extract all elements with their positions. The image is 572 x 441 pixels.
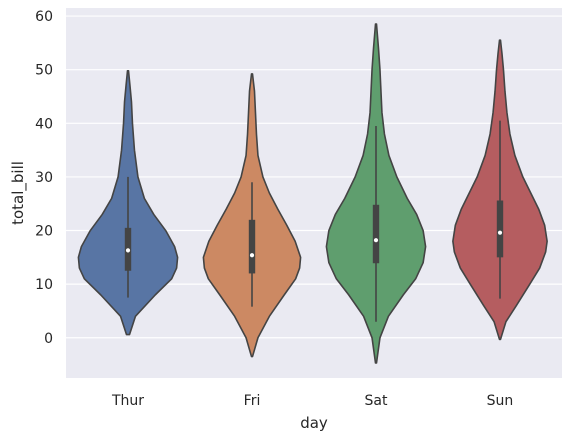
y-axis-title: total_bill — [9, 161, 28, 225]
violin-median-point — [497, 230, 503, 235]
violin-median-point — [249, 253, 255, 258]
x-axis-title: day — [300, 414, 328, 432]
violin-median-point — [373, 238, 379, 243]
x-tick-label: Sat — [365, 393, 388, 409]
y-tick-label: 60 — [35, 9, 53, 25]
x-tick-label: Thur — [111, 393, 144, 409]
violin-sat — [325, 23, 427, 364]
y-tick-label: 30 — [35, 170, 53, 186]
y-tick-labels: 0 10 20 30 40 50 60 — [35, 9, 53, 347]
violin-median-point — [125, 248, 131, 253]
violin-thur — [77, 69, 179, 336]
violin-sun — [452, 39, 548, 341]
violin-fri — [202, 73, 302, 358]
y-tick-label: 40 — [35, 116, 53, 132]
x-tick-label: Fri — [244, 393, 261, 409]
x-tick-labels: Thur Fri Sat Sun — [111, 393, 513, 409]
violin-iqr-box — [248, 219, 256, 274]
x-tick-label: Sun — [487, 393, 514, 409]
violins — [77, 23, 548, 364]
violin-iqr-box — [496, 200, 504, 258]
y-tick-label: 50 — [35, 63, 53, 79]
violin-iqr-box — [372, 204, 380, 264]
y-tick-label: 0 — [44, 331, 53, 347]
y-tick-label: 20 — [35, 224, 53, 240]
y-tick-label: 10 — [35, 277, 53, 293]
